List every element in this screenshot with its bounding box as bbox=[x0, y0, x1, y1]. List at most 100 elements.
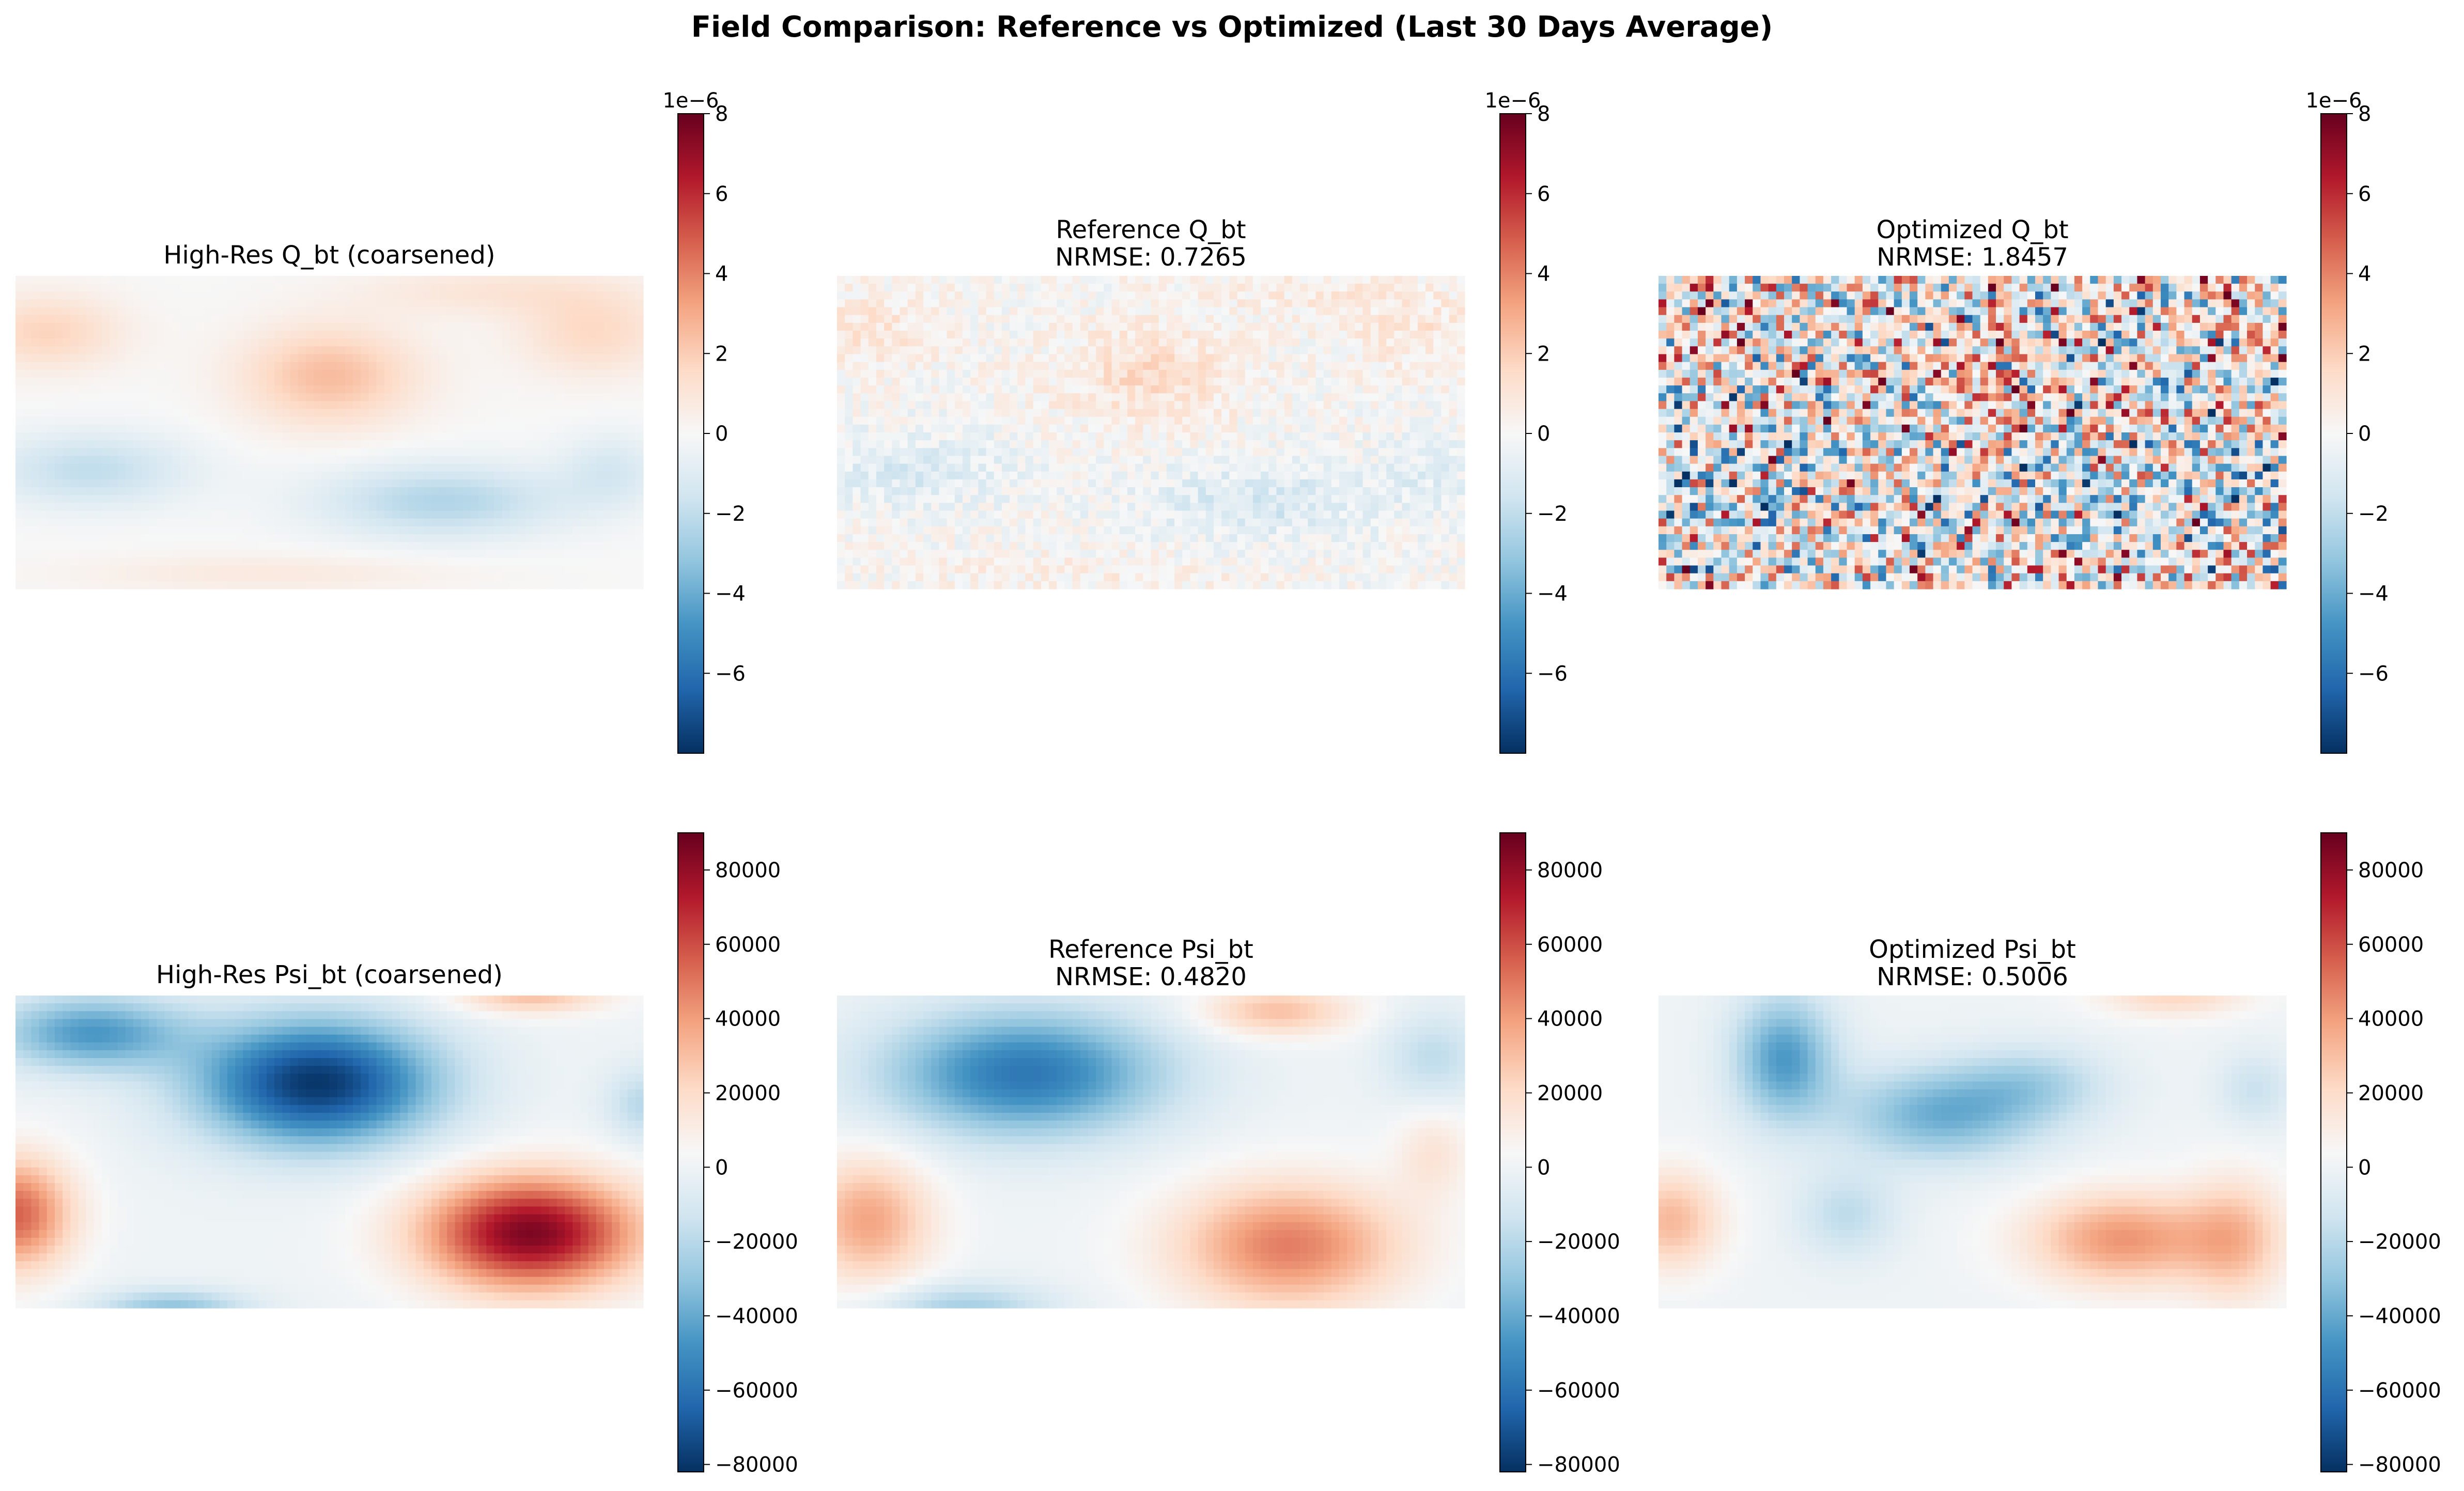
heatmap-cell bbox=[282, 573, 291, 582]
heatmap-cell bbox=[541, 315, 550, 323]
heatmap-cell bbox=[219, 385, 228, 394]
heatmap-cell bbox=[125, 299, 134, 308]
heatmap-cell bbox=[63, 550, 71, 558]
heatmap-cell bbox=[455, 393, 463, 401]
heatmap-cell bbox=[164, 338, 173, 347]
heatmap-cell bbox=[1127, 424, 1136, 433]
heatmap-cell bbox=[612, 479, 621, 488]
heatmap-cell bbox=[1158, 432, 1167, 441]
heatmap-cell bbox=[627, 550, 636, 558]
heatmap-cell bbox=[556, 471, 565, 480]
heatmap-cell bbox=[298, 331, 306, 339]
heatmap-cell bbox=[1096, 315, 1104, 323]
heatmap-cell bbox=[102, 307, 110, 316]
heatmap-cell bbox=[1229, 424, 1238, 433]
heatmap-cell bbox=[157, 510, 165, 519]
heatmap-cell bbox=[392, 322, 400, 331]
heatmap-cell bbox=[1308, 385, 1316, 394]
heatmap-cell bbox=[455, 331, 463, 339]
heatmap-cell bbox=[54, 440, 63, 448]
heatmap-cell bbox=[384, 331, 393, 339]
heatmap-cell bbox=[580, 346, 589, 355]
heatmap-cell bbox=[1417, 331, 1426, 339]
heatmap-cell bbox=[556, 322, 565, 331]
heatmap-cell bbox=[78, 471, 87, 480]
heatmap-cell bbox=[110, 518, 118, 527]
heatmap-cell bbox=[1104, 362, 1112, 370]
heatmap-cell bbox=[1205, 338, 1214, 347]
heatmap-cell bbox=[1284, 393, 1293, 401]
heatmap-cell bbox=[345, 463, 353, 472]
heatmap-cell bbox=[884, 440, 892, 448]
heatmap-cell bbox=[1339, 401, 1347, 410]
heatmap-cell bbox=[141, 369, 149, 378]
heatmap-cell bbox=[1409, 322, 1418, 331]
heatmap-cell bbox=[188, 542, 196, 550]
heatmap-cell bbox=[353, 299, 361, 308]
heatmap-cell bbox=[1096, 377, 1104, 386]
heatmap-cell bbox=[1308, 346, 1316, 355]
heatmap-cell bbox=[876, 393, 885, 401]
heatmap-cell bbox=[963, 362, 971, 370]
heatmap-cell bbox=[94, 471, 102, 480]
heatmap-cell bbox=[1049, 362, 1057, 370]
heatmap-cell bbox=[274, 440, 283, 448]
heatmap-cell bbox=[1198, 393, 1206, 401]
heatmap-cell bbox=[502, 346, 510, 355]
heatmap-cell bbox=[1158, 346, 1167, 355]
heatmap-cell bbox=[172, 581, 181, 589]
heatmap-cell bbox=[1127, 338, 1136, 347]
heatmap-cell bbox=[94, 307, 102, 316]
heatmap-cell bbox=[164, 354, 173, 363]
heatmap-cell bbox=[447, 393, 456, 401]
heatmap-cell bbox=[267, 424, 275, 433]
heatmap-cell bbox=[1198, 299, 1206, 308]
heatmap-cell bbox=[525, 409, 534, 417]
heatmap-cell bbox=[188, 346, 196, 355]
heatmap-cell bbox=[494, 331, 503, 339]
heatmap-cell bbox=[117, 299, 126, 308]
heatmap-cell bbox=[1362, 424, 1371, 433]
heatmap-cell bbox=[94, 362, 102, 370]
heatmap-cell bbox=[157, 456, 165, 464]
heatmap-cell bbox=[1276, 393, 1285, 401]
heatmap-cell bbox=[572, 503, 581, 511]
heatmap-cell bbox=[1001, 354, 1010, 363]
heatmap-cell bbox=[1323, 377, 1332, 386]
heatmap-cell bbox=[853, 424, 861, 433]
heatmap-cell bbox=[447, 581, 456, 589]
heatmap-cell bbox=[274, 448, 283, 457]
heatmap-cell bbox=[1441, 393, 1450, 401]
heatmap-cell bbox=[392, 448, 400, 457]
heatmap-cell bbox=[54, 565, 63, 574]
heatmap-cell bbox=[400, 416, 408, 425]
heatmap-cell bbox=[853, 299, 861, 308]
heatmap-cell bbox=[447, 495, 456, 503]
heatmap-cell bbox=[1456, 284, 1465, 292]
heatmap-cell bbox=[54, 432, 63, 441]
heatmap-cell bbox=[164, 448, 173, 457]
heatmap-cell bbox=[1143, 299, 1152, 308]
heatmap-cell bbox=[23, 322, 32, 331]
heatmap-cell bbox=[384, 291, 393, 300]
heatmap-cell bbox=[939, 276, 948, 284]
heatmap-cell bbox=[39, 369, 48, 378]
heatmap-cell bbox=[392, 479, 400, 488]
heatmap-cell bbox=[141, 518, 149, 527]
heatmap-cell bbox=[970, 291, 979, 300]
heatmap-cell bbox=[16, 338, 24, 347]
heatmap-cell bbox=[47, 534, 55, 542]
heatmap-cell bbox=[1151, 299, 1159, 308]
heatmap-cell bbox=[1182, 393, 1191, 401]
heatmap-cell bbox=[141, 393, 149, 401]
heatmap-cell bbox=[439, 542, 447, 550]
heatmap-cell bbox=[1127, 393, 1136, 401]
heatmap-cell bbox=[1080, 315, 1089, 323]
heatmap-cell bbox=[314, 299, 322, 308]
heatmap-cell bbox=[353, 495, 361, 503]
heatmap-cell bbox=[604, 440, 612, 448]
heatmap-cell bbox=[63, 573, 71, 582]
heatmap-cell bbox=[1205, 377, 1214, 386]
heatmap-cell bbox=[572, 401, 581, 410]
heatmap-cell bbox=[1229, 284, 1238, 292]
